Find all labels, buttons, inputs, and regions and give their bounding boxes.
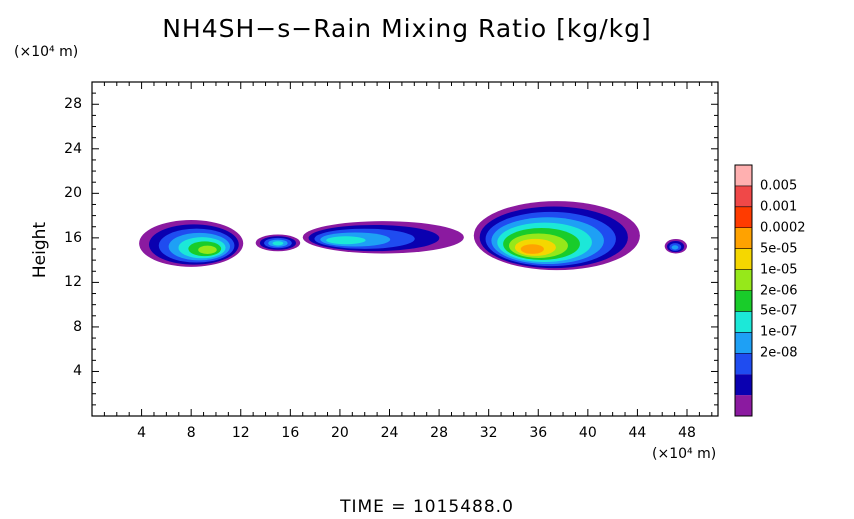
cloud-region: [255, 234, 301, 252]
time-label: TIME = 1015488.0: [340, 497, 514, 517]
colorbar-swatch: [735, 185, 752, 207]
cloud-region: [473, 201, 640, 271]
x-tick-label: 12: [231, 425, 250, 441]
colorbar-swatch: [735, 248, 752, 270]
x-tick-label: 8: [186, 425, 196, 441]
y-tick-label: 4: [73, 363, 82, 380]
colorbar-swatch: [735, 206, 752, 228]
y-tick-label: 24: [64, 140, 82, 157]
colorbar-swatch: [735, 227, 752, 249]
cloud-contour: [520, 244, 544, 254]
colorbar-label: 2e-06: [760, 283, 798, 298]
x-tick-label: 32: [479, 425, 498, 441]
x-tick-label: 36: [529, 425, 548, 441]
colorbar-swatch: [735, 332, 752, 354]
y-tick-label: 16: [64, 229, 82, 246]
x-tick-label: 28: [430, 425, 448, 441]
axis-ticks: [92, 82, 718, 416]
x-tick-label: 4: [137, 425, 147, 441]
cloud-contour: [272, 241, 284, 246]
x-tick-label: 20: [330, 425, 349, 441]
y-axis-label: Height: [30, 221, 50, 279]
y-tick-label: 20: [64, 185, 82, 202]
colorbar-swatch: [735, 395, 752, 416]
y-tick-label: 8: [73, 318, 82, 335]
cloud-contour: [198, 245, 217, 255]
colorbar-swatch: [735, 374, 752, 396]
colorbar-label: 0.0002: [760, 220, 806, 236]
colorbar-label: 2e-08: [760, 345, 798, 361]
colorbar-swatch: [735, 353, 752, 375]
colorbar: [734, 164, 753, 417]
x-axis-unit: (×10⁴ m): [652, 446, 717, 462]
cloud-region: [302, 221, 464, 254]
cloud-contour: [326, 236, 366, 245]
cloud-region: [139, 220, 244, 267]
chart-title: NH4SH−s−Rain Mixing Ratio [kg/kg]: [162, 14, 652, 43]
x-tick-label: 16: [281, 425, 300, 441]
cloud-region: [664, 238, 688, 254]
y-tick-label: 28: [64, 96, 82, 113]
colorbar-swatch: [735, 311, 752, 333]
x-tick-label: 40: [578, 425, 597, 441]
x-tick-label: 44: [628, 425, 647, 441]
y-tick-label: 12: [64, 274, 82, 291]
colorbar-swatch: [735, 269, 752, 291]
colorbar-label: 5e-05: [760, 241, 798, 257]
colorbar-swatch: [735, 290, 752, 312]
colorbar-label: 0.005: [760, 178, 798, 194]
colorbar-label: 1e-05: [760, 262, 798, 278]
colorbar-label: 1e-07: [760, 324, 798, 340]
cloud-contour: [671, 245, 679, 250]
colorbar-swatch: [735, 165, 752, 186]
x-tick-label: 24: [380, 425, 399, 441]
mixing-ratio-field: [139, 201, 688, 271]
x-tick-label: 48: [678, 425, 696, 441]
y-axis-unit: (×10⁴ m): [14, 44, 79, 60]
colorbar-label: 0.001: [760, 199, 798, 215]
colorbar-label: 5e-07: [760, 303, 798, 319]
